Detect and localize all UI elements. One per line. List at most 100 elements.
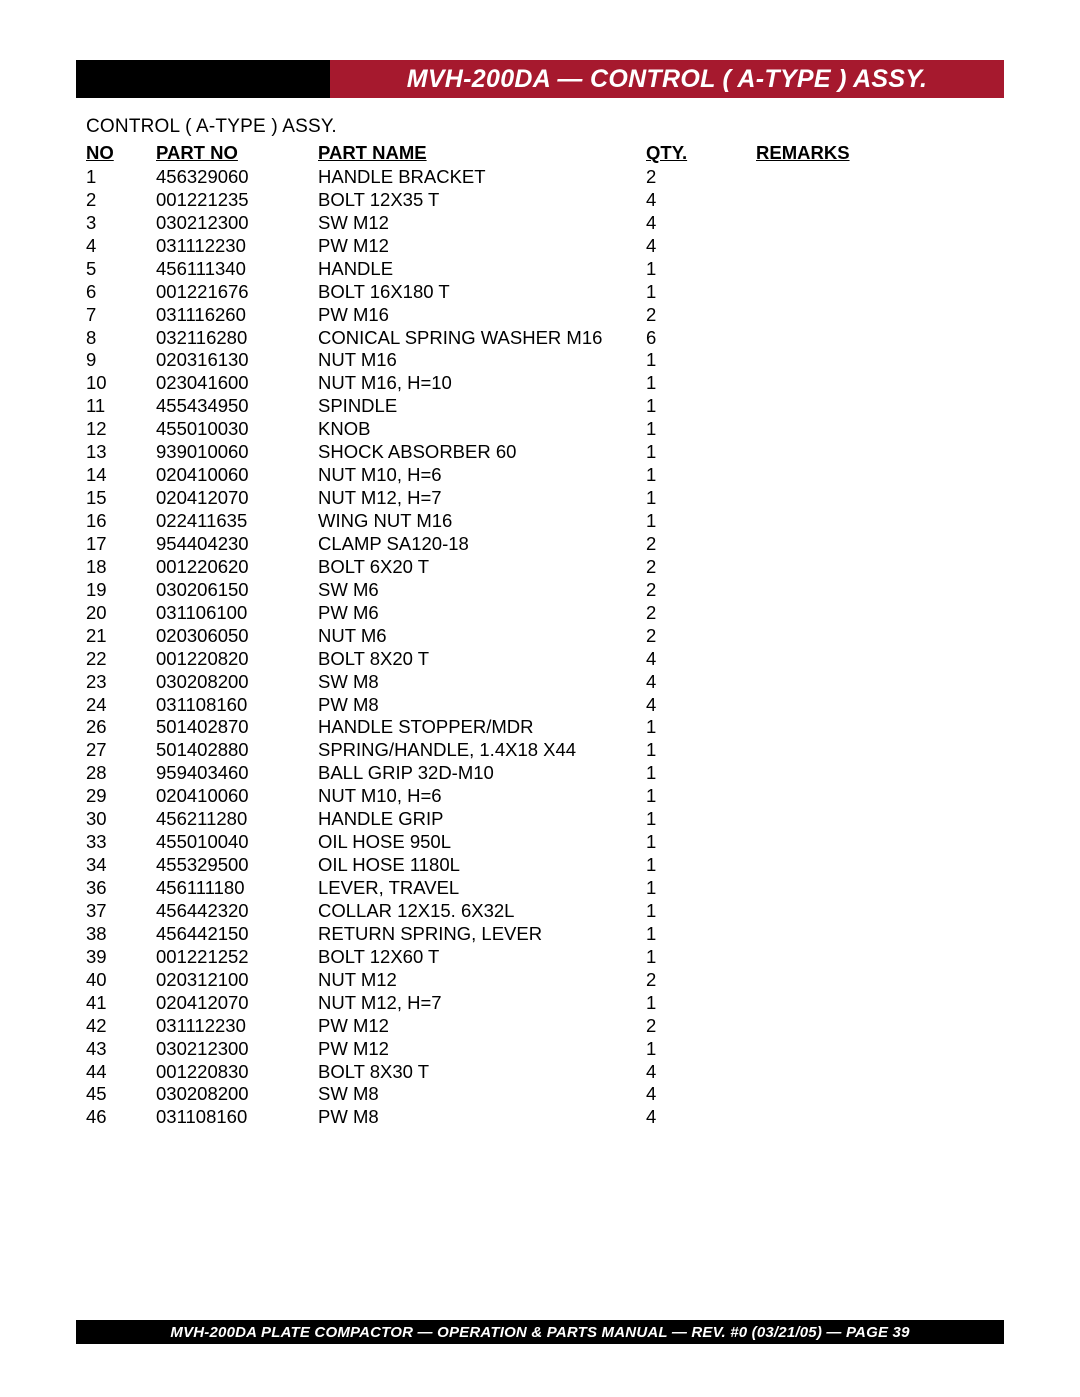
cell-remarks — [756, 327, 986, 350]
cell-qty: 2 — [646, 533, 756, 556]
cell-no: 8 — [86, 327, 156, 350]
table-row: 41020412070NUT M12, H=71 — [86, 992, 986, 1015]
table-row: 3030212300SW M124 — [86, 212, 986, 235]
cell-no: 21 — [86, 625, 156, 648]
table-row: 18001220620BOLT 6X20 T2 — [86, 556, 986, 579]
cell-partno: 455010040 — [156, 831, 318, 854]
cell-qty: 2 — [646, 166, 756, 189]
cell-remarks — [756, 762, 986, 785]
table-row: 5456111340HANDLE1 — [86, 258, 986, 281]
cell-no: 11 — [86, 395, 156, 418]
table-row: 1456329060HANDLE BRACKET2 — [86, 166, 986, 189]
parts-table: NO PART NO PART NAME QTY. REMARKS 145632… — [86, 142, 986, 1129]
cell-partno: 455329500 — [156, 854, 318, 877]
cell-name: PW M12 — [318, 1015, 646, 1038]
table-row: 29020410060NUT M10, H=61 — [86, 785, 986, 808]
cell-qty: 1 — [646, 487, 756, 510]
col-header-partno: PART NO — [156, 142, 318, 166]
cell-partno: 456442320 — [156, 900, 318, 923]
cell-no: 10 — [86, 372, 156, 395]
cell-partno: 032116280 — [156, 327, 318, 350]
cell-partno: 020316130 — [156, 349, 318, 372]
cell-name: WING NUT M16 — [318, 510, 646, 533]
cell-name: SW M8 — [318, 1083, 646, 1106]
cell-partno: 456111180 — [156, 877, 318, 900]
cell-remarks — [756, 418, 986, 441]
cell-no: 14 — [86, 464, 156, 487]
cell-remarks — [756, 372, 986, 395]
cell-qty: 1 — [646, 418, 756, 441]
table-row: 23030208200SW M84 — [86, 671, 986, 694]
cell-partno: 020306050 — [156, 625, 318, 648]
table-row: 45030208200SW M84 — [86, 1083, 986, 1106]
cell-remarks — [756, 602, 986, 625]
table-row: 16022411635WING NUT M161 — [86, 510, 986, 533]
cell-partno: 020412070 — [156, 992, 318, 1015]
cell-partno: 022411635 — [156, 510, 318, 533]
table-row: 34455329500OIL HOSE 1180L1 — [86, 854, 986, 877]
table-row: 10023041600NUT M16, H=101 — [86, 372, 986, 395]
cell-name: SW M6 — [318, 579, 646, 602]
cell-name: NUT M10, H=6 — [318, 464, 646, 487]
cell-name: PW M8 — [318, 1106, 646, 1129]
cell-partno: 031108160 — [156, 1106, 318, 1129]
cell-remarks — [756, 854, 986, 877]
cell-qty: 1 — [646, 808, 756, 831]
table-row: 17954404230CLAMP SA120-182 — [86, 533, 986, 556]
cell-partno: 031112230 — [156, 1015, 318, 1038]
cell-partno: 031108160 — [156, 694, 318, 717]
cell-name: CONICAL SPRING WASHER M16 — [318, 327, 646, 350]
cell-remarks — [756, 579, 986, 602]
cell-no: 34 — [86, 854, 156, 877]
cell-no: 24 — [86, 694, 156, 717]
cell-no: 36 — [86, 877, 156, 900]
cell-qty: 1 — [646, 464, 756, 487]
cell-no: 46 — [86, 1106, 156, 1129]
cell-partno: 020412070 — [156, 487, 318, 510]
cell-qty: 4 — [646, 671, 756, 694]
table-header-row: NO PART NO PART NAME QTY. REMARKS — [86, 142, 986, 166]
cell-remarks — [756, 1106, 986, 1129]
table-row: 22001220820BOLT 8X20 T4 — [86, 648, 986, 671]
table-row: 30456211280HANDLE GRIP1 — [86, 808, 986, 831]
cell-qty: 4 — [646, 1106, 756, 1129]
table-row: 13939010060SHOCK ABSORBER 601 — [86, 441, 986, 464]
cell-partno: 501402870 — [156, 716, 318, 739]
cell-qty: 1 — [646, 992, 756, 1015]
col-header-qty: QTY. — [646, 142, 756, 166]
cell-qty: 4 — [646, 235, 756, 258]
cell-no: 3 — [86, 212, 156, 235]
table-row: 27501402880SPRING/HANDLE, 1.4X18 X441 — [86, 739, 986, 762]
cell-partno: 001220820 — [156, 648, 318, 671]
cell-remarks — [756, 877, 986, 900]
cell-remarks — [756, 900, 986, 923]
cell-partno: 001221676 — [156, 281, 318, 304]
cell-remarks — [756, 304, 986, 327]
cell-name: SW M8 — [318, 671, 646, 694]
cell-no: 30 — [86, 808, 156, 831]
cell-partno: 030208200 — [156, 671, 318, 694]
table-row: 43030212300PW M121 — [86, 1038, 986, 1061]
col-header-remarks: REMARKS — [756, 142, 986, 166]
cell-remarks — [756, 441, 986, 464]
page-title-bar: MVH-200DA — CONTROL ( A-TYPE ) ASSY. — [330, 60, 1004, 98]
cell-qty: 1 — [646, 900, 756, 923]
table-row: 33455010040OIL HOSE 950L1 — [86, 831, 986, 854]
cell-name: PW M16 — [318, 304, 646, 327]
table-row: 7031116260PW M162 — [86, 304, 986, 327]
cell-no: 17 — [86, 533, 156, 556]
table-row: 11455434950SPINDLE1 — [86, 395, 986, 418]
cell-name: OIL HOSE 950L — [318, 831, 646, 854]
cell-remarks — [756, 671, 986, 694]
cell-partno: 023041600 — [156, 372, 318, 395]
table-row: 2001221235BOLT 12X35 T4 — [86, 189, 986, 212]
cell-name: NUT M12, H=7 — [318, 487, 646, 510]
cell-remarks — [756, 556, 986, 579]
cell-no: 19 — [86, 579, 156, 602]
cell-name: SHOCK ABSORBER 60 — [318, 441, 646, 464]
cell-qty: 2 — [646, 969, 756, 992]
cell-remarks — [756, 831, 986, 854]
cell-partno: 456329060 — [156, 166, 318, 189]
cell-no: 28 — [86, 762, 156, 785]
table-row: 8032116280CONICAL SPRING WASHER M166 — [86, 327, 986, 350]
